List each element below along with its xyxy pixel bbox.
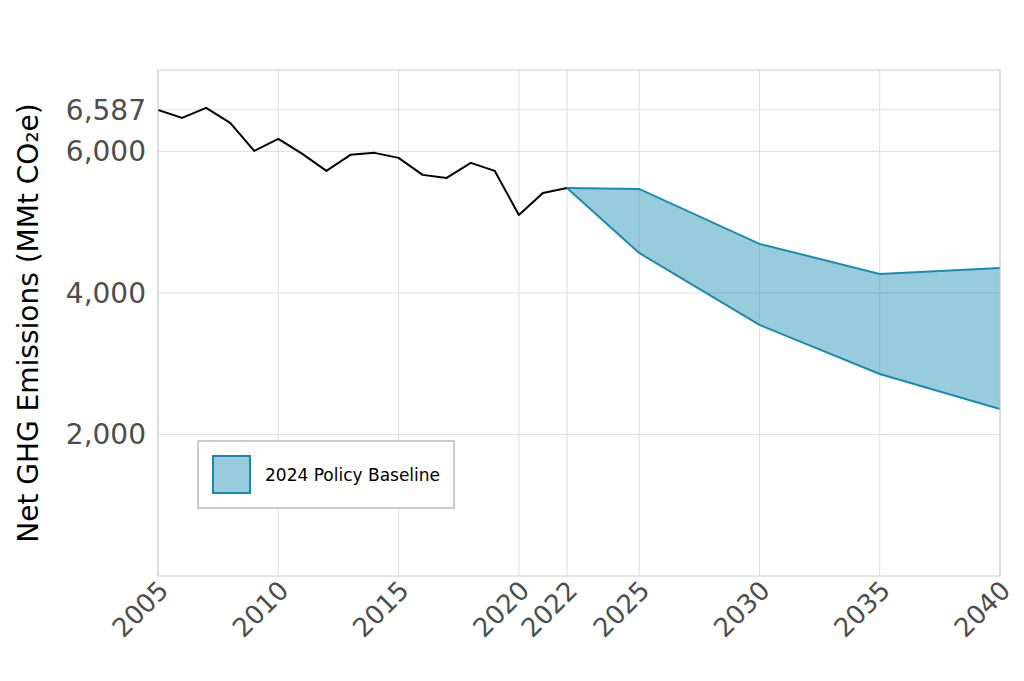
background	[0, 0, 1024, 681]
x-tick-label: 2025	[587, 575, 655, 643]
plot-area	[158, 108, 1000, 409]
x-tick-label: 2015	[347, 575, 415, 643]
chart: 2,0004,0006,0006,58720052010201520202022…	[0, 0, 1024, 681]
y-tick-label: 2,000	[66, 418, 146, 451]
y-axis-title: Net GHG Emissions (MMt CO₂e)	[12, 103, 45, 543]
legend-label: 2024 Policy Baseline	[265, 465, 440, 485]
plot-frame	[158, 70, 1000, 576]
y-tick-label: 4,000	[66, 277, 146, 310]
x-tick-label: 2022	[515, 575, 583, 643]
band-fill	[567, 188, 1000, 409]
band-upper	[567, 188, 1000, 274]
y-grid-line	[158, 434, 1000, 435]
x-tick-label: 2005	[106, 575, 174, 643]
legend-swatch	[213, 456, 250, 493]
legend-box	[198, 441, 454, 508]
x-grid-line	[639, 70, 640, 576]
y-tick-label: 6,000	[66, 135, 146, 168]
x-tick-label: 2010	[227, 575, 295, 643]
x-tick-label: 2030	[708, 575, 776, 643]
y-grid-line	[158, 151, 1000, 152]
band-lower	[567, 188, 1000, 409]
x-tick-label: 2035	[828, 575, 896, 643]
y-grid-line	[158, 109, 1000, 110]
x-tick-label: 2040	[948, 575, 1016, 643]
x-grid-line	[518, 70, 519, 576]
line	[158, 108, 567, 215]
legend: 2024 Policy Baseline	[198, 441, 454, 508]
x-grid-line	[566, 70, 567, 576]
y-tick-label: 6,587	[66, 94, 146, 127]
